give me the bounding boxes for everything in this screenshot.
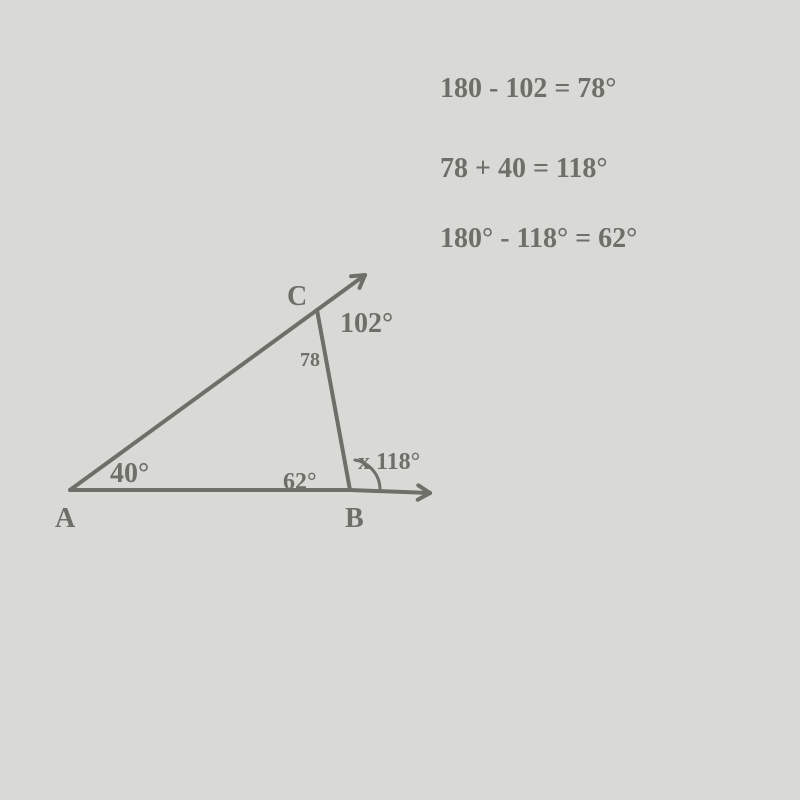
angle-A-label: 40°	[110, 460, 149, 488]
vertex-label-C: C	[287, 283, 307, 311]
vertex-label-B: B	[345, 505, 364, 533]
angle-B-inside-label: 62°	[283, 470, 317, 494]
angle-B-outside-label: x 118°	[358, 450, 420, 474]
equation-3: 180° - 118° = 62°	[440, 225, 637, 253]
equation-2: 78 + 40 = 118°	[440, 155, 608, 183]
equation-1: 180 - 102 = 78°	[440, 75, 616, 103]
vertex-label-A: A	[55, 505, 75, 533]
geometry-diagram	[0, 0, 800, 800]
angle-C-inside-label: 78	[300, 350, 320, 370]
angle-C-outside-label: 102°	[340, 310, 393, 338]
